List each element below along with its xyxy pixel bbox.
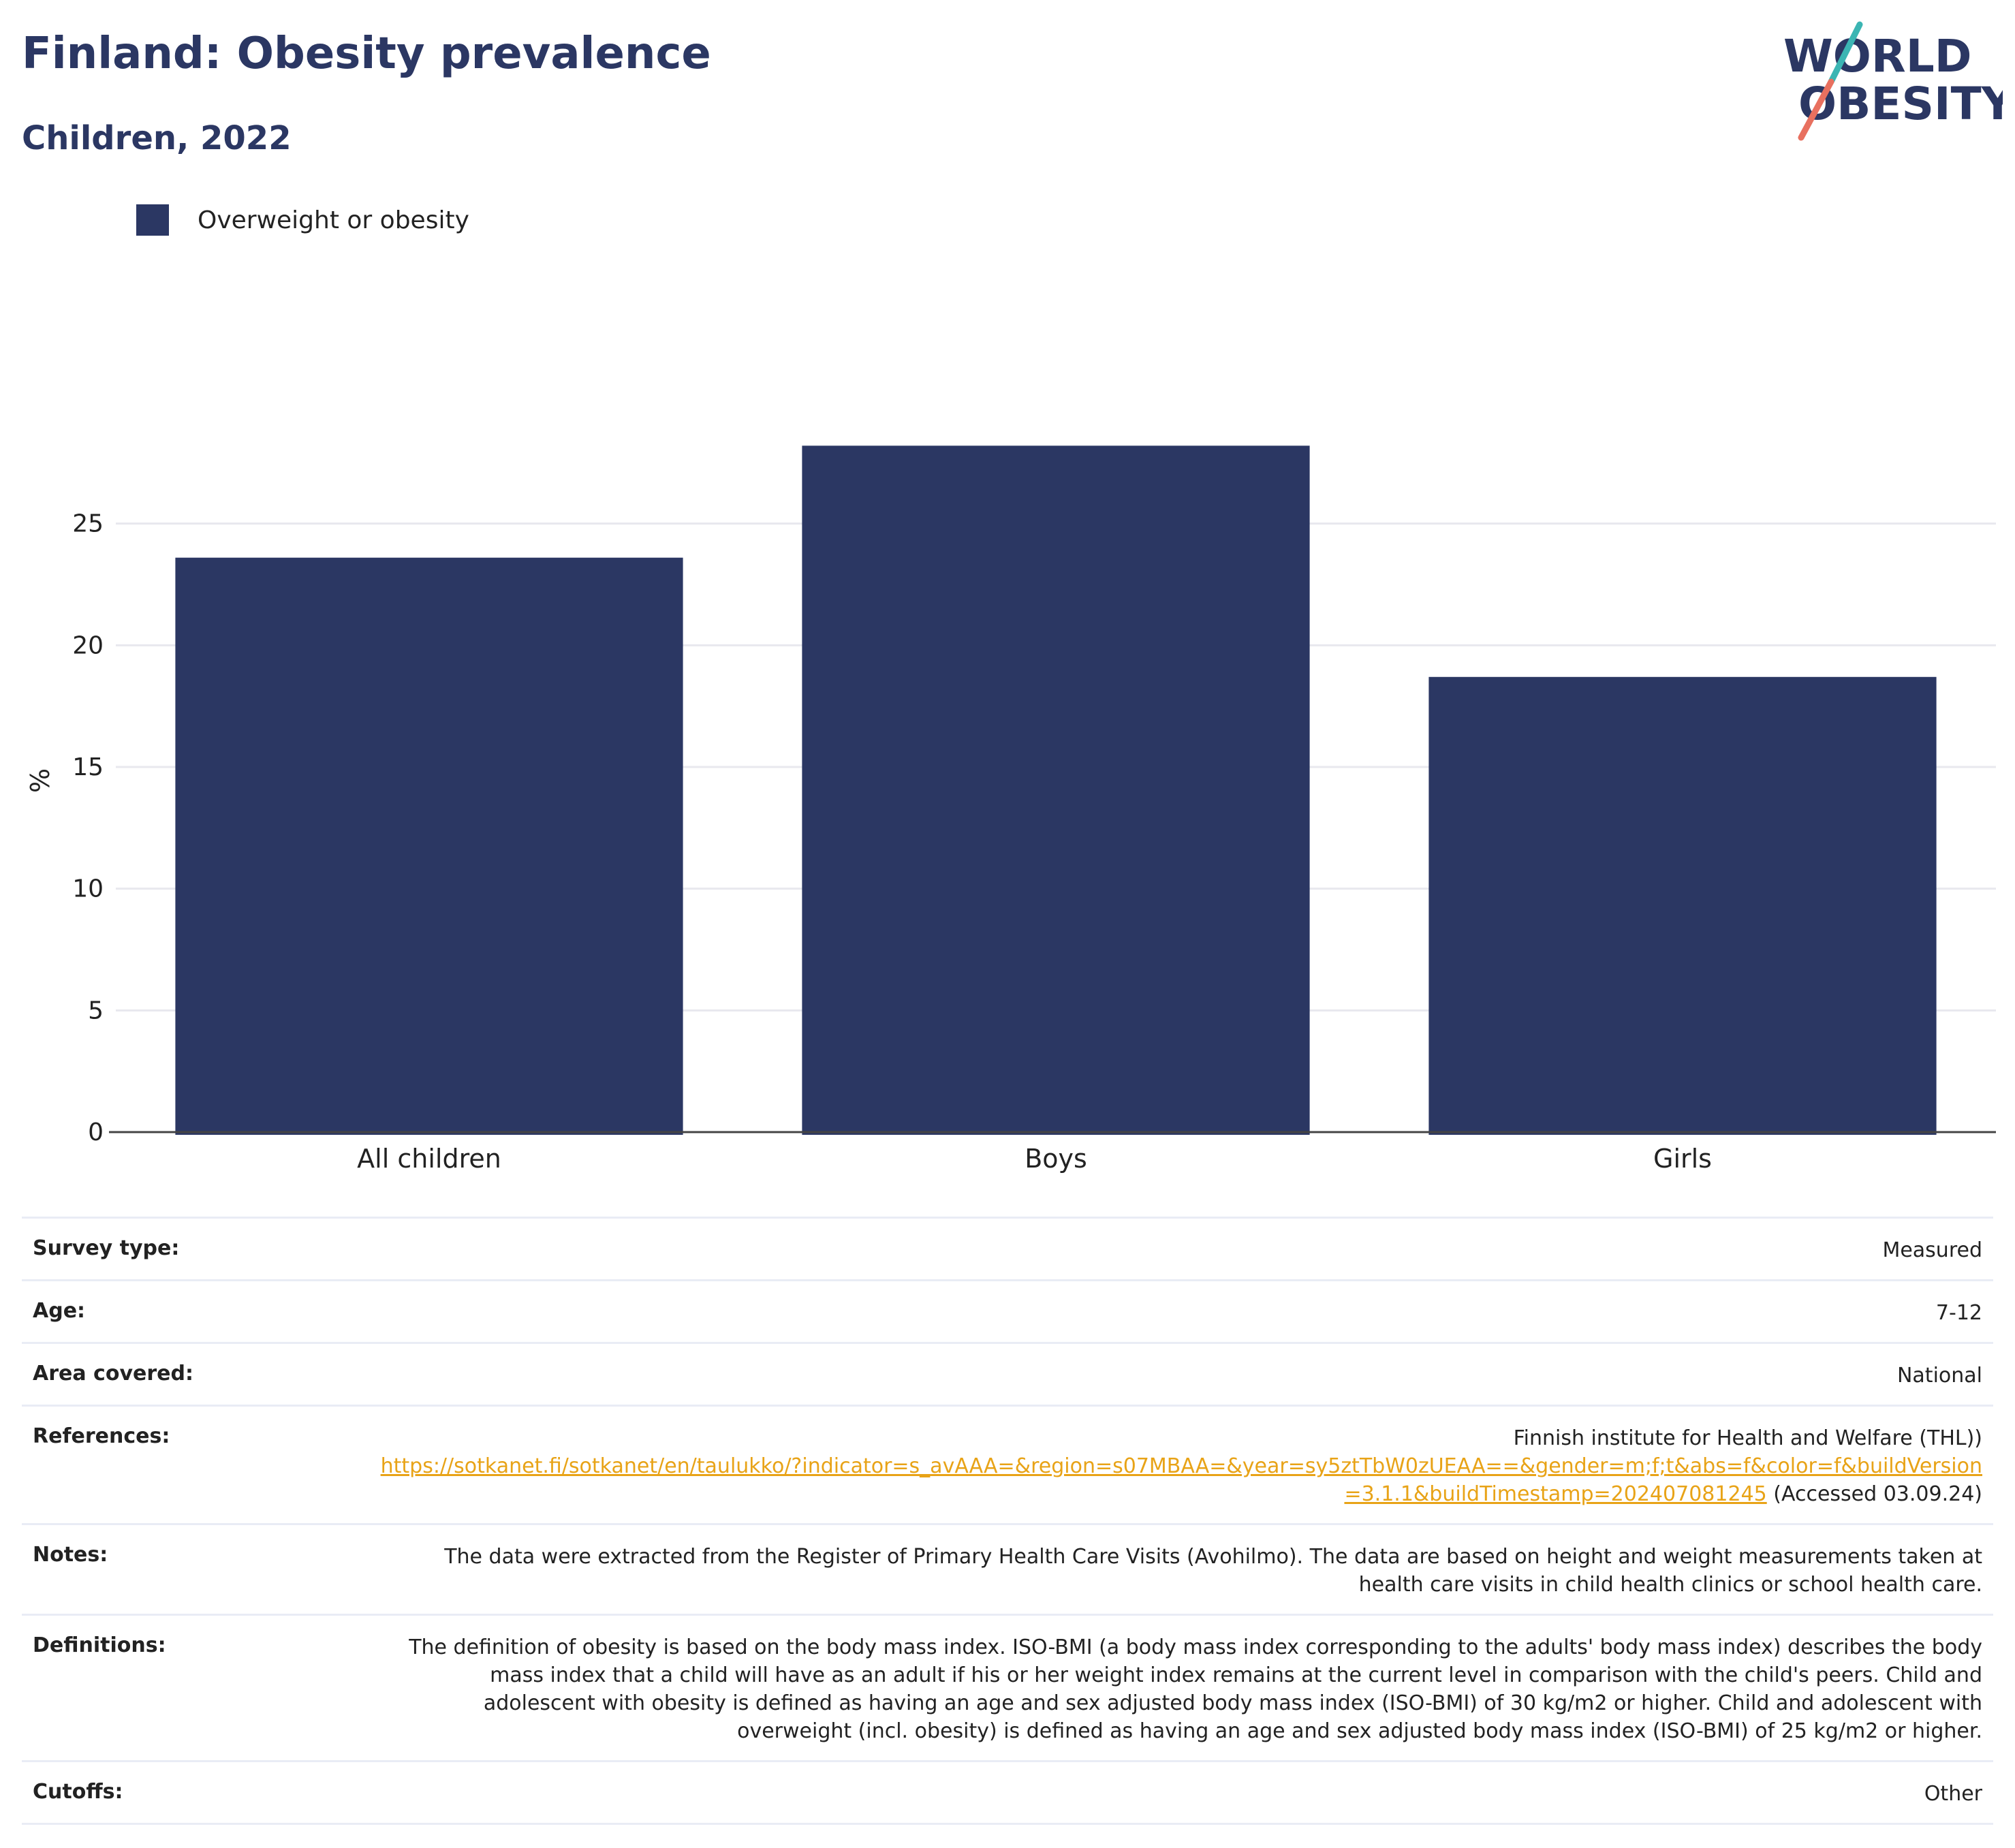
x-tick-label: Boys [1025, 1144, 1087, 1174]
y-axis-label: % [25, 768, 55, 793]
bar-all-children [175, 557, 683, 1135]
y-tick-label: 5 [88, 997, 104, 1024]
meta-row: Survey type: Measured [22, 1217, 1993, 1279]
bar-chart: 0 5 10 15 20 25% All children Boys Girls [25, 445, 1996, 1174]
metadata-table: Survey type: Measured Age: 7-12 Area covered… [22, 1217, 1993, 1825]
meta-key: Notes: [33, 1543, 108, 1567]
meta-value-text: The definition of obesity is based on th… [409, 1635, 1982, 1743]
reference-accessed: (Accessed 03.09.24) [1766, 1482, 1982, 1506]
meta-row: Definitions: The definition of obesity is… [22, 1614, 1993, 1760]
x-tick-label: All children [357, 1144, 501, 1174]
x-tick-label: Girls [1653, 1144, 1712, 1174]
y-tick-label: 15 [72, 753, 104, 781]
meta-row: References: Finnish institute for Health … [22, 1405, 1993, 1523]
meta-value-text: The data were extracted from the Registe… [444, 1545, 1982, 1597]
meta-value: Measured [1882, 1236, 1982, 1264]
meta-value: The data were extracted from the Registe… [373, 1543, 1982, 1599]
meta-key: Survey type: [33, 1236, 180, 1260]
meta-key: Area covered: [33, 1362, 193, 1385]
meta-value-text: Other [1924, 1782, 1982, 1806]
meta-row: Notes: The data were extracted from the R… [22, 1523, 1993, 1614]
y-tick-label: 0 [88, 1118, 104, 1146]
legend-swatch [136, 204, 169, 236]
y-tick-label: 10 [72, 875, 104, 903]
reference-link[interactable]: https://sotkanet.fi/sotkanet/en/taulukko… [380, 1454, 1982, 1506]
meta-value-text: Finnish institute for Health and Welfare… [1513, 1426, 1982, 1450]
chart-title: Finland: Obesity prevalence [22, 29, 711, 79]
logo-line-obesity: OBESITY [1798, 78, 2003, 130]
bar-boys [802, 445, 1310, 1135]
legend[interactable]: Overweight or obesity [136, 204, 469, 236]
chart-subtitle: Children, 2022 [22, 119, 292, 157]
logo-slash-teal [1828, 21, 1863, 85]
meta-value-text: 7-12 [1935, 1301, 1982, 1325]
meta-key: Age: [33, 1299, 86, 1323]
meta-key: Cutoffs: [33, 1780, 123, 1804]
world-obesity-logo: WORLD OBESITY [1783, 21, 2003, 141]
y-tick-label: 20 [72, 631, 104, 659]
meta-value-text: Measured [1882, 1238, 1982, 1262]
logo-line-world: WORLD [1783, 30, 1972, 82]
logo-slash-coral [1798, 78, 1834, 141]
meta-row: Age: 7-12 [22, 1279, 1993, 1342]
meta-value-text: National [1896, 1364, 1982, 1388]
bar-girls [1428, 676, 1937, 1135]
meta-key: References: [33, 1424, 170, 1448]
meta-value: Other [1924, 1780, 1982, 1808]
legend-label: Overweight or obesity [198, 206, 469, 234]
meta-value: The definition of obesity is based on th… [373, 1633, 1982, 1745]
meta-value: Finnish institute for Health and Welfare… [373, 1424, 1982, 1508]
y-tick-label: 25 [72, 510, 104, 538]
meta-row: Area covered: National [22, 1342, 1993, 1405]
meta-key: Definitions: [33, 1633, 166, 1657]
meta-value: 7-12 [1936, 1299, 1982, 1327]
meta-row: Cutoffs: Other [22, 1760, 1993, 1825]
meta-value: National [1897, 1362, 1982, 1390]
